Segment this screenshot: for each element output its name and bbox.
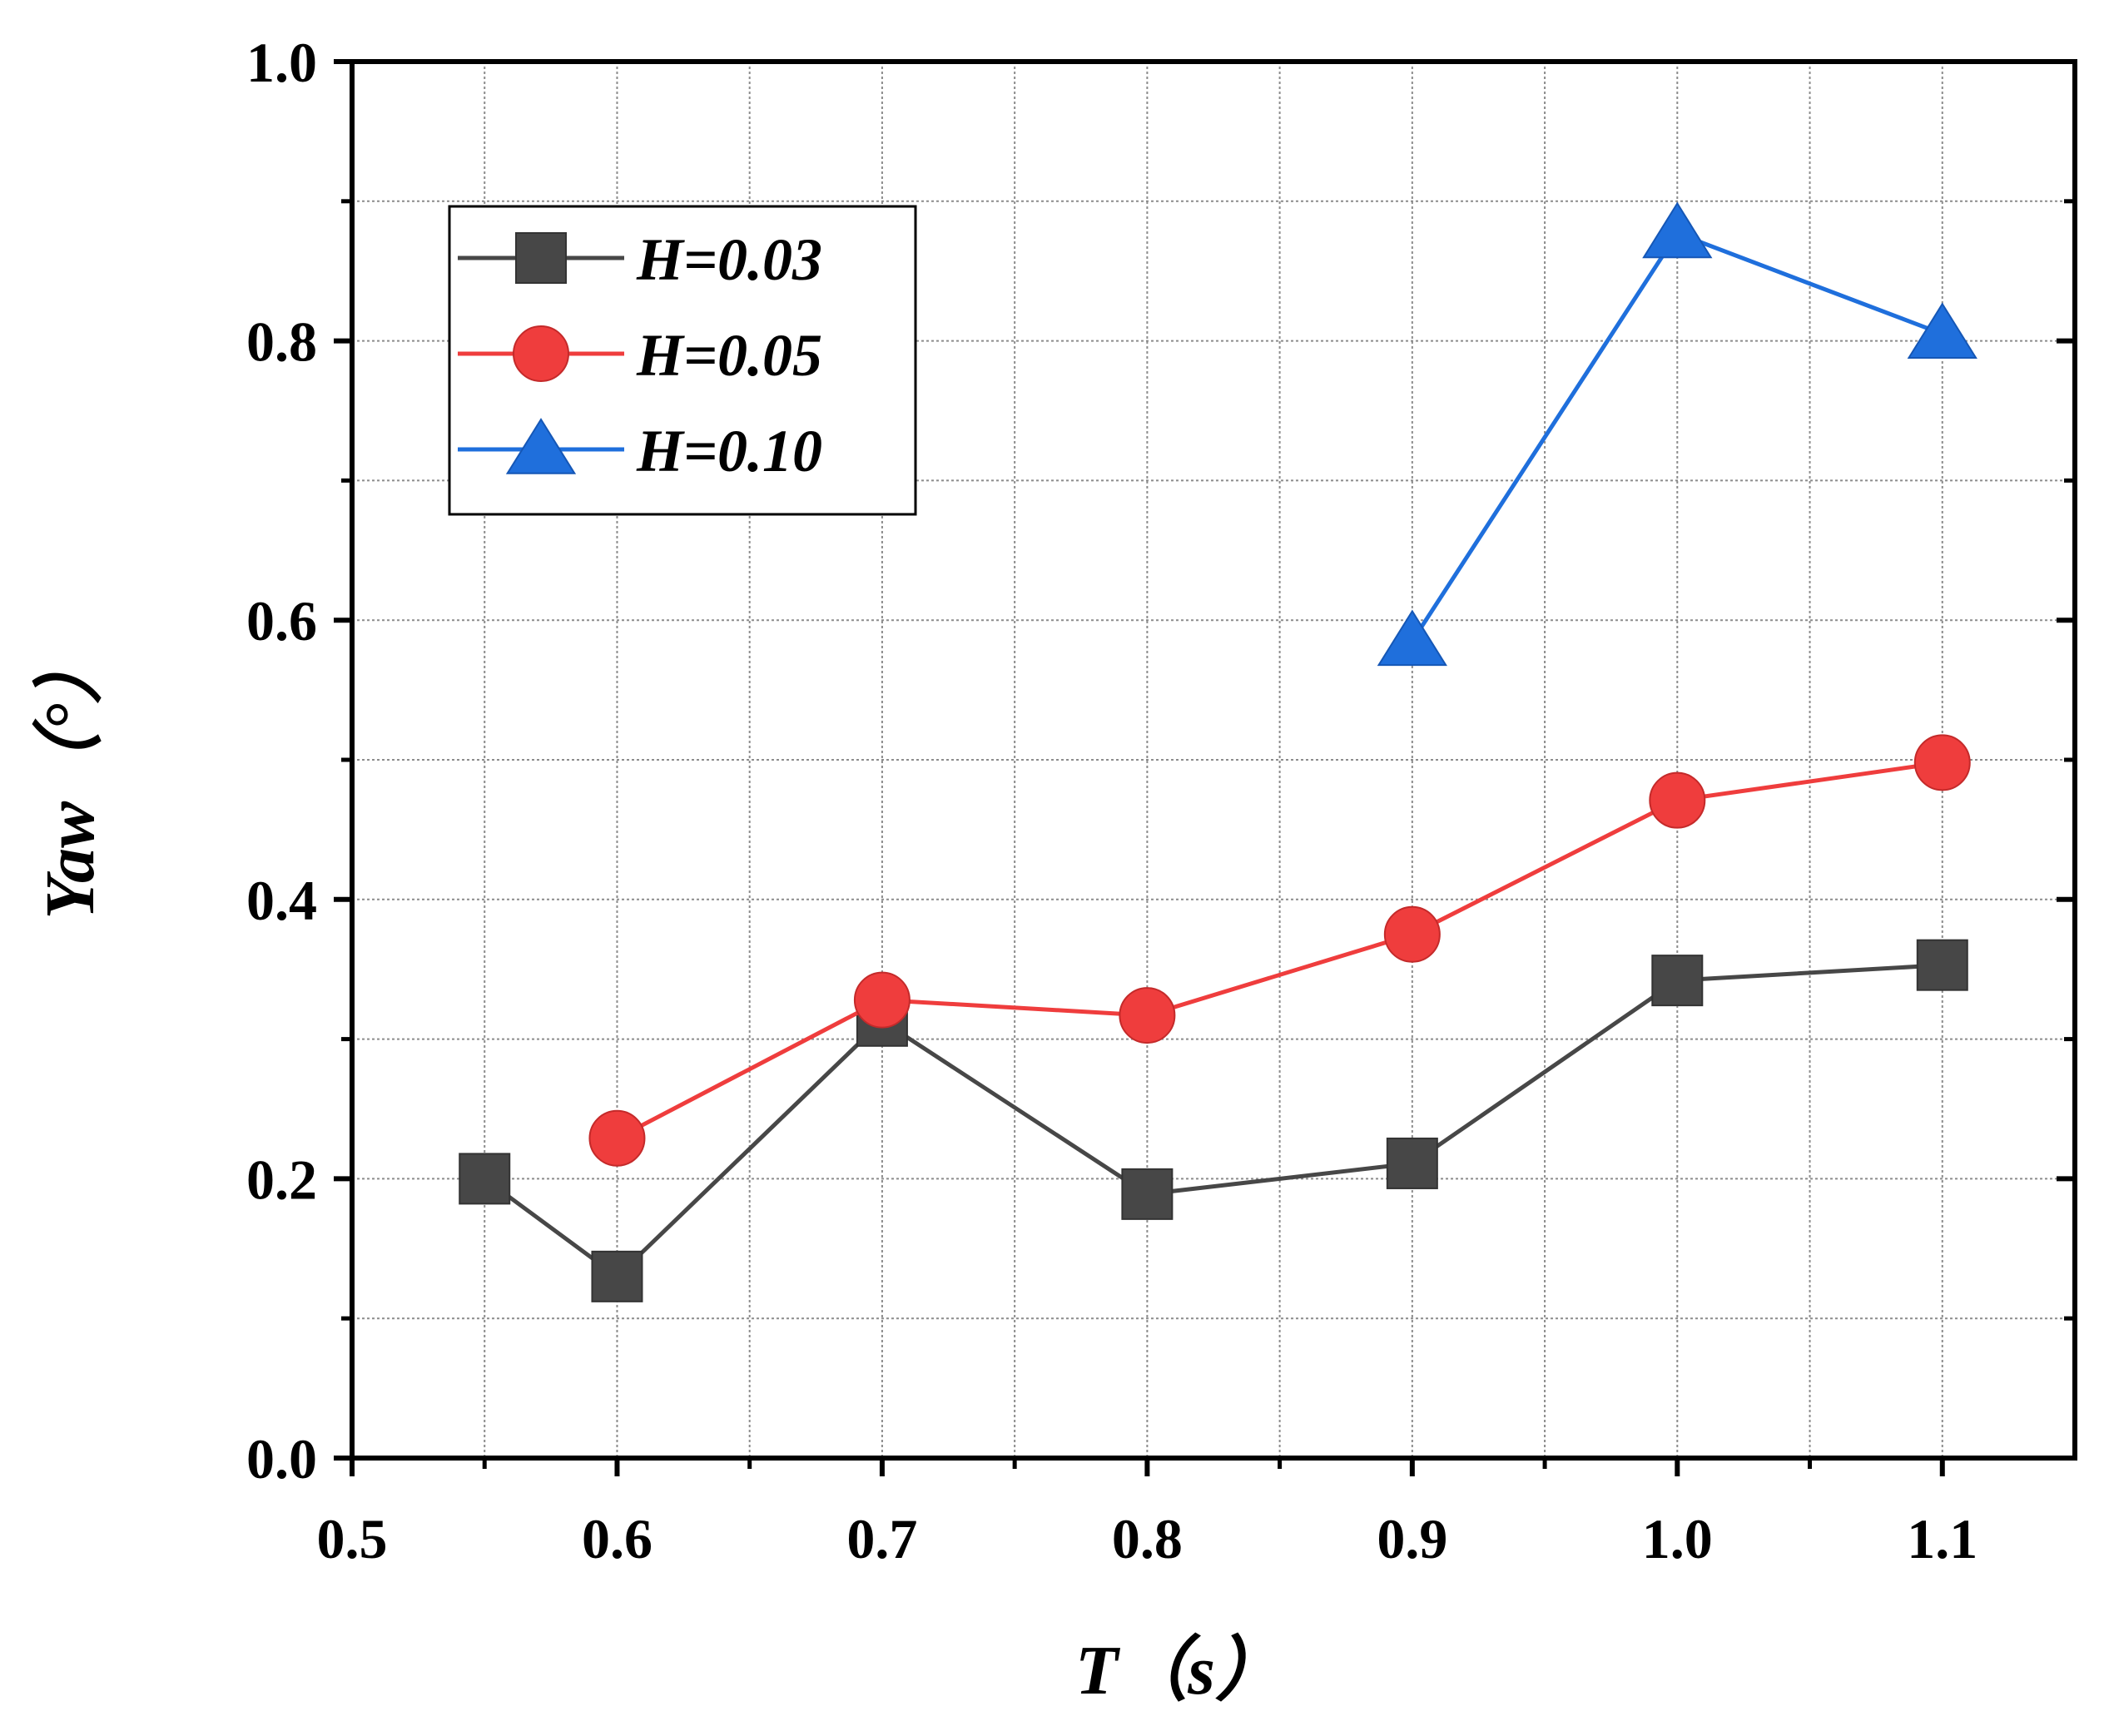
y-tick-label: 0.8 bbox=[246, 310, 317, 374]
legend-label-h-0-03: H=0.03 bbox=[636, 226, 822, 293]
y-tick-label: 0.6 bbox=[246, 589, 317, 652]
data-point-h-0-03 bbox=[1121, 1168, 1174, 1220]
data-point-h-0-05 bbox=[588, 1109, 646, 1167]
legend-label-h-0-05: H=0.05 bbox=[636, 322, 822, 389]
series-h-0-05 bbox=[588, 734, 1971, 1167]
x-axis-title: T（s） bbox=[1075, 1632, 1285, 1709]
data-point-h-0-05 bbox=[1383, 905, 1441, 963]
data-point-h-0-03 bbox=[1386, 1137, 1438, 1189]
data-point-h-0-03 bbox=[459, 1153, 511, 1205]
axes: 0.5 0.6 0.7 0.8 0.9 1.0 1.1 0.0 0.2 0.4 0.6 0.8 1.0 bbox=[246, 31, 2077, 1570]
series-h-0-10 bbox=[1377, 201, 1977, 667]
y-axis-title: Yaw（°） bbox=[32, 633, 109, 919]
series-h-0-03 bbox=[459, 939, 1968, 1302]
x-tick-label: 0.9 bbox=[1377, 1507, 1447, 1570]
y-tick-label: 0.4 bbox=[246, 869, 317, 932]
y-tick-label: 0.0 bbox=[246, 1427, 317, 1490]
x-tick-label: 1.0 bbox=[1642, 1507, 1713, 1570]
x-tick-label: 0.6 bbox=[582, 1507, 653, 1570]
data-point-h-0-10 bbox=[1907, 302, 1977, 360]
data-point-h-0-03 bbox=[591, 1250, 643, 1302]
y-tick-label: 0.2 bbox=[246, 1148, 317, 1211]
legend-marker-h-0-03 bbox=[515, 232, 567, 284]
x-tick-label: 0.5 bbox=[317, 1507, 388, 1570]
x-tick-label: 1.1 bbox=[1907, 1507, 1977, 1570]
data-series bbox=[459, 201, 1977, 1302]
legend-label-h-0-10: H=0.10 bbox=[636, 418, 822, 484]
x-tick-label: 0.7 bbox=[846, 1507, 917, 1570]
legend-marker-h-0-10 bbox=[505, 418, 577, 474]
data-point-h-0-03 bbox=[1916, 939, 1968, 991]
series-line-h-0-03 bbox=[483, 963, 1943, 1280]
legend-marker-h-0-05 bbox=[513, 325, 569, 382]
data-point-h-0-05 bbox=[1649, 771, 1706, 829]
data-point-h-0-03 bbox=[1651, 955, 1704, 1007]
data-point-h-0-05 bbox=[1913, 734, 1971, 791]
data-point-h-0-05 bbox=[1119, 987, 1176, 1044]
legend: H=0.03 H=0.05 H=0.10 bbox=[448, 205, 917, 516]
series-line-h-0-05 bbox=[616, 760, 1943, 1140]
data-point-h-0-05 bbox=[853, 971, 911, 1029]
data-point-h-0-10 bbox=[1642, 201, 1713, 259]
y-tick-label: 1.0 bbox=[246, 31, 317, 94]
x-tick-label: 0.8 bbox=[1112, 1507, 1183, 1570]
data-point-h-0-10 bbox=[1377, 609, 1447, 667]
